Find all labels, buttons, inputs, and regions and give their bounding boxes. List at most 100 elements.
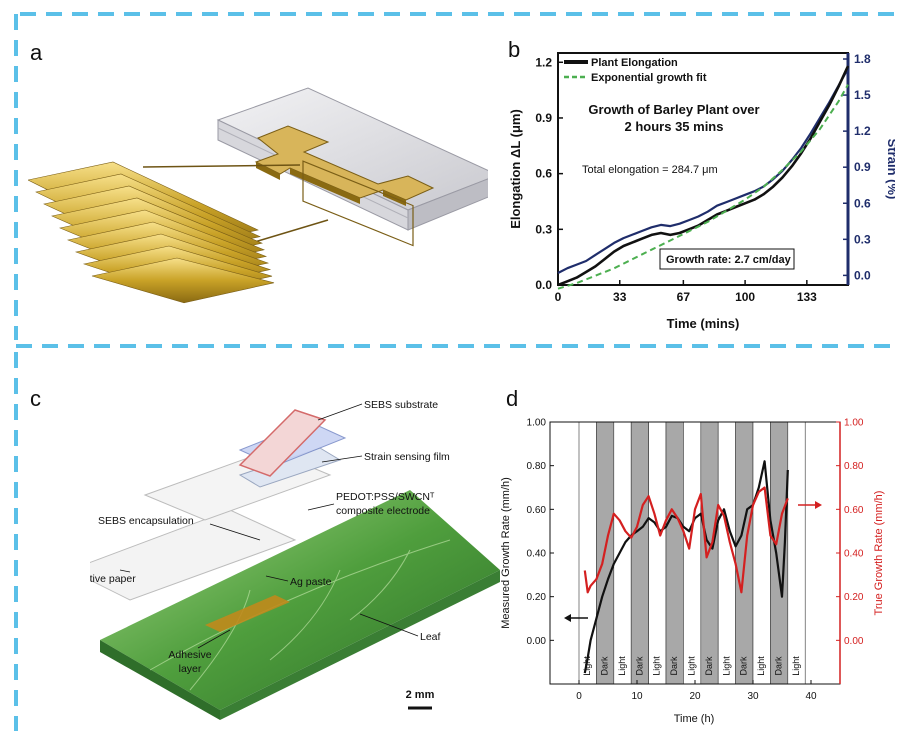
plot-area-b <box>557 52 849 286</box>
x-tick-label-b: 0 <box>555 290 562 304</box>
sebs-substrate <box>238 409 327 477</box>
y-right-tick-label-b: 1.2 <box>854 124 871 138</box>
panel-letter-d: d <box>506 386 519 411</box>
growth-rate-box <box>659 248 795 270</box>
band-label: Light <box>756 656 766 676</box>
legend-label-elongation: Plant Elongation <box>591 57 678 69</box>
y-right-tick-label-b: 0.3 <box>854 232 871 246</box>
adhesive-layer <box>205 595 290 632</box>
glass-chip <box>216 87 488 231</box>
light-band <box>683 421 702 685</box>
band-label: Dark <box>634 656 644 676</box>
light-band <box>787 421 806 685</box>
y-tick-label-d: 0.80 <box>527 461 547 472</box>
label-adhesive-line2: layer <box>179 663 202 675</box>
x-tick-label-b: 100 <box>735 290 755 304</box>
y-tick-label-b: 1.2 <box>535 55 552 69</box>
legend-label-fit: Exponential growth fit <box>591 72 707 84</box>
dark-band <box>630 421 649 685</box>
y-tick-label-b: 0.9 <box>535 111 552 125</box>
panel-c-illustration: SEBS substrate Strain sensing film PEDOT… <box>90 399 500 720</box>
axis-arrows <box>564 501 822 622</box>
panel-letter-a: a <box>30 40 43 65</box>
band-label: Light <box>686 656 696 676</box>
label-sebs-substrate: SEBS substrate <box>364 399 438 411</box>
y-right-tick-label-d: 0.80 <box>844 461 864 472</box>
label-pedot-line2: composite electrode <box>336 505 430 517</box>
label-pedot-line1: PEDOT:PSS/SWCNᵀ <box>336 491 435 503</box>
chart-b-ylabel: Elongation ΔL (μm) <box>508 109 523 229</box>
y-tick-label-d: 0.00 <box>527 636 547 647</box>
series-exponential-fit <box>557 84 849 290</box>
legend-b: Plant Elongation Exponential growth fit <box>564 57 707 84</box>
chart-b-title-line1: Growth of Barley Plant over <box>588 102 759 117</box>
chart-d-xlabel: Time (h) <box>674 713 715 725</box>
band-label: Dark <box>773 656 783 676</box>
dark-band <box>700 421 719 685</box>
band-label: Light <box>791 656 801 676</box>
chart-b-title-line2: 2 hours 35 mins <box>625 119 724 134</box>
y-right-tick-label-b: 1.8 <box>854 52 871 66</box>
x-tick-label-d: 40 <box>805 691 817 702</box>
series-strain <box>557 68 849 274</box>
x-tick-label-b: 133 <box>797 290 817 304</box>
leaf <box>100 490 500 720</box>
series-elongation <box>557 65 850 287</box>
zoom-box <box>302 160 414 247</box>
chart-b-xlabel: Time (mins) <box>667 316 740 331</box>
band-label: Dark <box>669 656 679 676</box>
y-tick-label-d: 1.00 <box>527 418 547 429</box>
chart-d-ylabel-right: True Growth Rate (mm/h) <box>873 491 885 616</box>
annotation-total-elongation: Total elongation = 284.7 μm <box>582 164 718 176</box>
series-measured-growth-rate <box>583 460 789 674</box>
label-ag-paste: Ag paste <box>290 576 332 588</box>
x-tick-label-b: 33 <box>613 290 627 304</box>
light-band <box>578 421 597 685</box>
y-right-tick-label-d: 0.60 <box>844 505 864 516</box>
y-right-tick-label-b: 1.5 <box>854 88 871 102</box>
label-sebs-encapsulation: SEBS encapsulation <box>98 515 194 527</box>
gold-ridges <box>28 161 275 304</box>
series-true-growth-rate <box>583 486 789 594</box>
y-right-tick-label-d: 0.40 <box>844 549 864 560</box>
y-tick-label-d: 0.40 <box>527 549 547 560</box>
label-adhesive-line1: Adhesive <box>168 649 211 661</box>
y-right-tick-label-b: 0.6 <box>854 196 871 210</box>
band-label: Light <box>652 656 662 676</box>
dark-band <box>735 421 754 685</box>
y-right-tick-label-d: 0.00 <box>844 636 864 647</box>
x-tick-label-b: 67 <box>677 290 691 304</box>
y-right-tick-label-b: 0.9 <box>854 160 871 174</box>
gold-ridge <box>91 257 275 304</box>
dark-band <box>665 421 684 685</box>
y-right-tick-label-d: 0.20 <box>844 592 864 603</box>
y-right-tick-label-b: 0.0 <box>854 268 871 282</box>
panel-letter-c: c <box>30 386 41 411</box>
x-tick-label-d: 30 <box>747 691 759 702</box>
y-tick-label-d: 0.60 <box>527 505 547 516</box>
scale-bar-label: 2 mm <box>406 689 435 701</box>
y-tick-label-b: 0.0 <box>535 278 552 292</box>
y-tick-label-b: 0.3 <box>535 222 552 236</box>
light-band <box>648 421 667 685</box>
label-strain-sensing-film: Strain sensing film <box>364 451 450 463</box>
x-tick-label-d: 20 <box>689 691 701 702</box>
band-label: Dark <box>599 656 609 676</box>
zoom-line-top <box>142 164 301 168</box>
x-tick-label-d: 0 <box>576 691 582 702</box>
band-label: Dark <box>739 656 749 676</box>
light-band <box>752 421 771 685</box>
chart-d: Light Dark Light Dark Light Dark Light Dark Ligh… <box>500 418 885 726</box>
label-ag-conductive-paper: Ag conductive paper <box>90 573 136 585</box>
annotation-growth-rate: Growth rate: 2.7 cm/day <box>666 254 792 266</box>
band-label: Light <box>721 656 731 676</box>
band-label: Light <box>617 656 627 676</box>
panel-a-illustration <box>28 87 488 304</box>
chart-b-ylabel-right: Strain (%) <box>885 139 895 200</box>
ag-conductive-paper <box>90 509 297 601</box>
label-leaf: Leaf <box>420 631 441 643</box>
y-right-tick-label-d: 1.00 <box>844 418 864 429</box>
light-band <box>613 421 632 685</box>
y-tick-label-d: 0.20 <box>527 592 547 603</box>
